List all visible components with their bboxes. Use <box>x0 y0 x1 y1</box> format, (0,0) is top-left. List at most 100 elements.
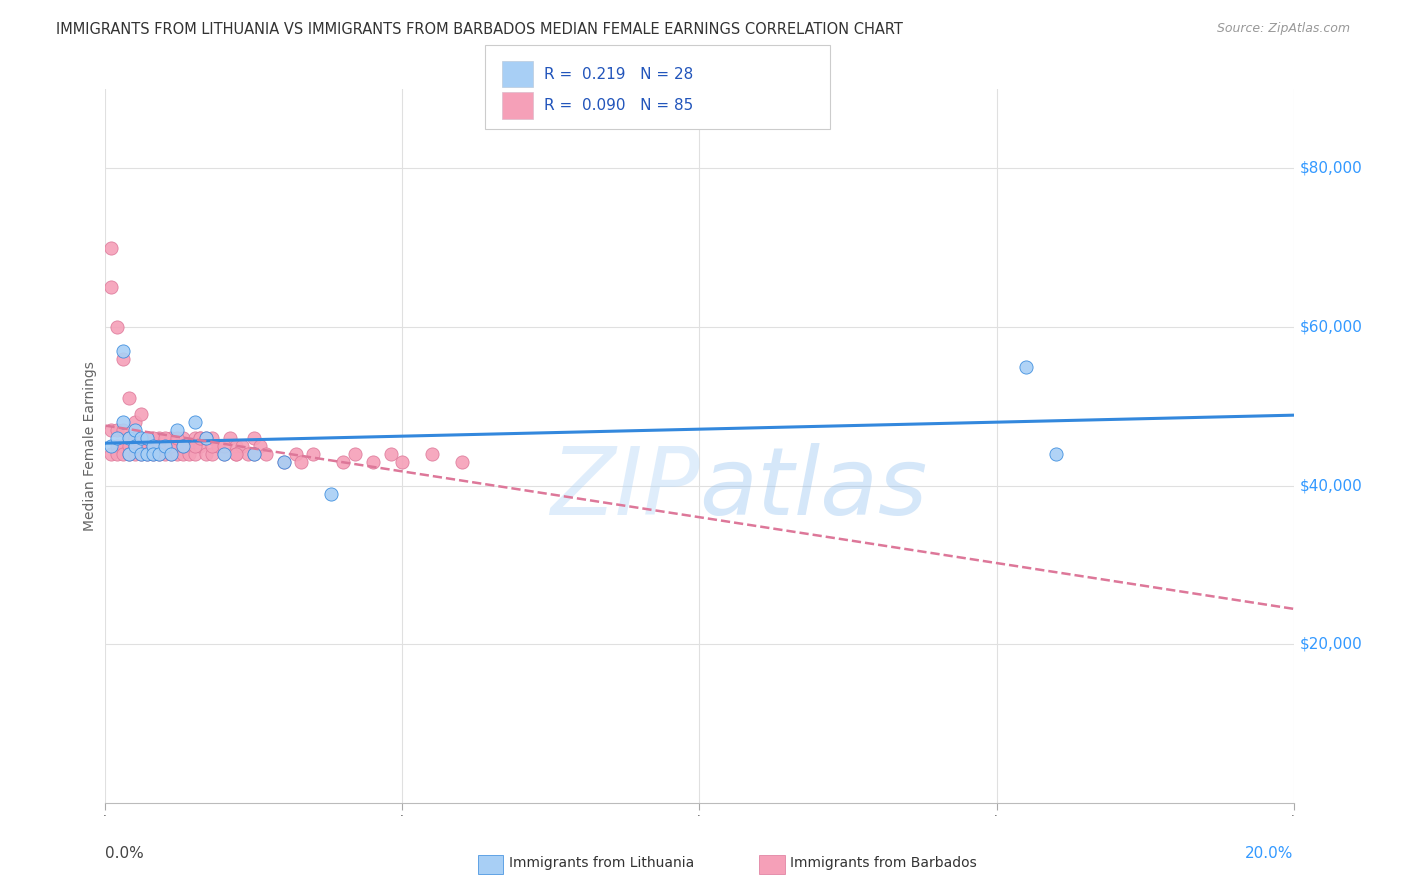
Point <box>105 447 128 461</box>
Point <box>243 447 266 461</box>
Text: ZIP: ZIP <box>550 443 700 534</box>
Point <box>129 447 152 461</box>
Point <box>142 447 165 461</box>
Point <box>136 431 159 445</box>
Point <box>100 439 122 453</box>
Point <box>190 431 212 445</box>
Point <box>118 439 141 453</box>
Point <box>420 447 443 461</box>
Text: R =  0.219   N = 28: R = 0.219 N = 28 <box>544 67 693 81</box>
Point <box>166 447 188 461</box>
Point <box>243 431 266 445</box>
Point <box>284 447 307 461</box>
Text: IMMIGRANTS FROM LITHUANIA VS IMMIGRANTS FROM BARBADOS MEDIAN FEMALE EARNINGS COR: IMMIGRANTS FROM LITHUANIA VS IMMIGRANTS … <box>56 22 903 37</box>
Point <box>225 447 247 461</box>
Point <box>183 431 205 445</box>
Point <box>118 447 141 461</box>
Point <box>195 447 218 461</box>
Point <box>190 439 212 453</box>
Text: $20,000: $20,000 <box>1299 637 1362 652</box>
Point <box>159 447 181 461</box>
Point <box>207 439 229 453</box>
Point <box>231 439 253 453</box>
Point <box>159 447 181 461</box>
Point <box>153 447 176 461</box>
Point <box>100 280 122 294</box>
Text: $80,000: $80,000 <box>1299 161 1362 176</box>
Point <box>166 431 188 445</box>
Point <box>183 439 205 453</box>
Point <box>214 447 236 461</box>
Point <box>183 415 205 429</box>
Point <box>105 439 128 453</box>
Point <box>243 447 266 461</box>
Point <box>136 431 159 445</box>
Point <box>153 439 176 453</box>
Point <box>450 455 472 469</box>
Point <box>166 423 188 437</box>
Point <box>236 447 259 461</box>
Text: Immigrants from Lithuania: Immigrants from Lithuania <box>509 856 695 871</box>
Point <box>172 431 194 445</box>
Point <box>148 439 170 453</box>
Point <box>195 431 218 445</box>
Point <box>1015 359 1038 374</box>
Point <box>201 447 224 461</box>
Point <box>219 431 242 445</box>
Point <box>166 439 188 453</box>
Point <box>380 447 402 461</box>
Point <box>201 431 224 445</box>
Point <box>129 407 152 421</box>
Point <box>136 447 159 461</box>
Point <box>136 439 159 453</box>
Point <box>112 447 135 461</box>
Point <box>118 392 141 406</box>
Point <box>148 447 170 461</box>
Point <box>201 439 224 453</box>
Point <box>100 423 122 437</box>
Text: Source: ZipAtlas.com: Source: ZipAtlas.com <box>1216 22 1350 36</box>
Point <box>124 423 146 437</box>
Point <box>214 439 236 453</box>
Point <box>153 431 176 445</box>
Point <box>129 431 152 445</box>
Point <box>100 241 122 255</box>
Point <box>118 447 141 461</box>
Point <box>190 431 212 445</box>
Point <box>159 431 181 445</box>
Point <box>302 447 325 461</box>
Point <box>112 423 135 437</box>
Point <box>148 447 170 461</box>
Point <box>118 431 141 445</box>
Point <box>124 431 146 445</box>
Point <box>214 447 236 461</box>
Point <box>100 447 122 461</box>
Point <box>142 439 165 453</box>
Point <box>343 447 366 461</box>
Point <box>136 447 159 461</box>
Point <box>273 455 295 469</box>
Point <box>361 455 384 469</box>
Point <box>172 439 194 453</box>
Point <box>159 439 181 453</box>
Point <box>129 431 152 445</box>
Point <box>124 439 146 453</box>
Point <box>148 431 170 445</box>
Point <box>105 320 128 334</box>
Point <box>290 455 312 469</box>
Text: 0.0%: 0.0% <box>105 846 145 861</box>
Point <box>225 439 247 453</box>
Point <box>124 431 146 445</box>
Point <box>129 439 152 453</box>
Text: Immigrants from Barbados: Immigrants from Barbados <box>790 856 977 871</box>
Point <box>177 447 200 461</box>
Text: 20.0%: 20.0% <box>1246 846 1294 861</box>
Point <box>142 439 165 453</box>
Point <box>118 431 141 445</box>
Point <box>225 447 247 461</box>
Text: atlas: atlas <box>700 443 928 534</box>
Point <box>332 455 354 469</box>
Point <box>129 447 152 461</box>
Point <box>112 351 135 366</box>
Text: R =  0.090   N = 85: R = 0.090 N = 85 <box>544 98 693 112</box>
